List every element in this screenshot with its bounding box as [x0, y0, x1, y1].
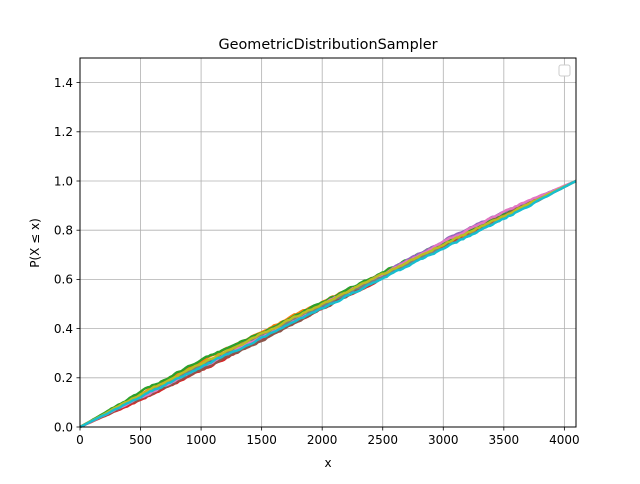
chart-title: GeometricDistributionSampler [219, 37, 438, 53]
y-tick-label: 0.8 [54, 224, 73, 238]
y-tick-label: 0.6 [54, 273, 73, 287]
y-axis-label: P(X ≤ x) [28, 218, 42, 268]
y-tick-label: 1.2 [54, 125, 73, 139]
x-axis-label: x [324, 456, 331, 470]
x-tick-label: 2000 [307, 433, 338, 447]
x-tick-label: 0 [76, 433, 84, 447]
x-tick-label: 1000 [186, 433, 217, 447]
y-tick-label: 1.0 [54, 174, 73, 188]
cdf-series-line [79, 179, 577, 429]
series-layer [79, 179, 577, 429]
x-tick-label: 2500 [367, 433, 398, 447]
x-tick-label: 3500 [489, 433, 520, 447]
legend-box [558, 64, 571, 77]
x-tick-label: 4000 [549, 433, 580, 447]
plot-frame [79, 57, 577, 428]
grid-layer [79, 58, 576, 428]
y-tick-label: 0.2 [54, 371, 73, 385]
y-tick-label: 1.4 [54, 76, 73, 90]
y-tick-label: 0.4 [54, 322, 73, 336]
x-tick-label: 1500 [246, 433, 277, 447]
cdf-series-line [79, 179, 577, 429]
x-tick-label: 500 [129, 433, 152, 447]
x-tick-label: 3000 [428, 433, 459, 447]
tick-layer: 0 500 1000 1500 2000 2500 3000 3500 4000 0.0 0.2 0.… [54, 76, 580, 447]
y-tick-label: 0.0 [54, 420, 73, 434]
